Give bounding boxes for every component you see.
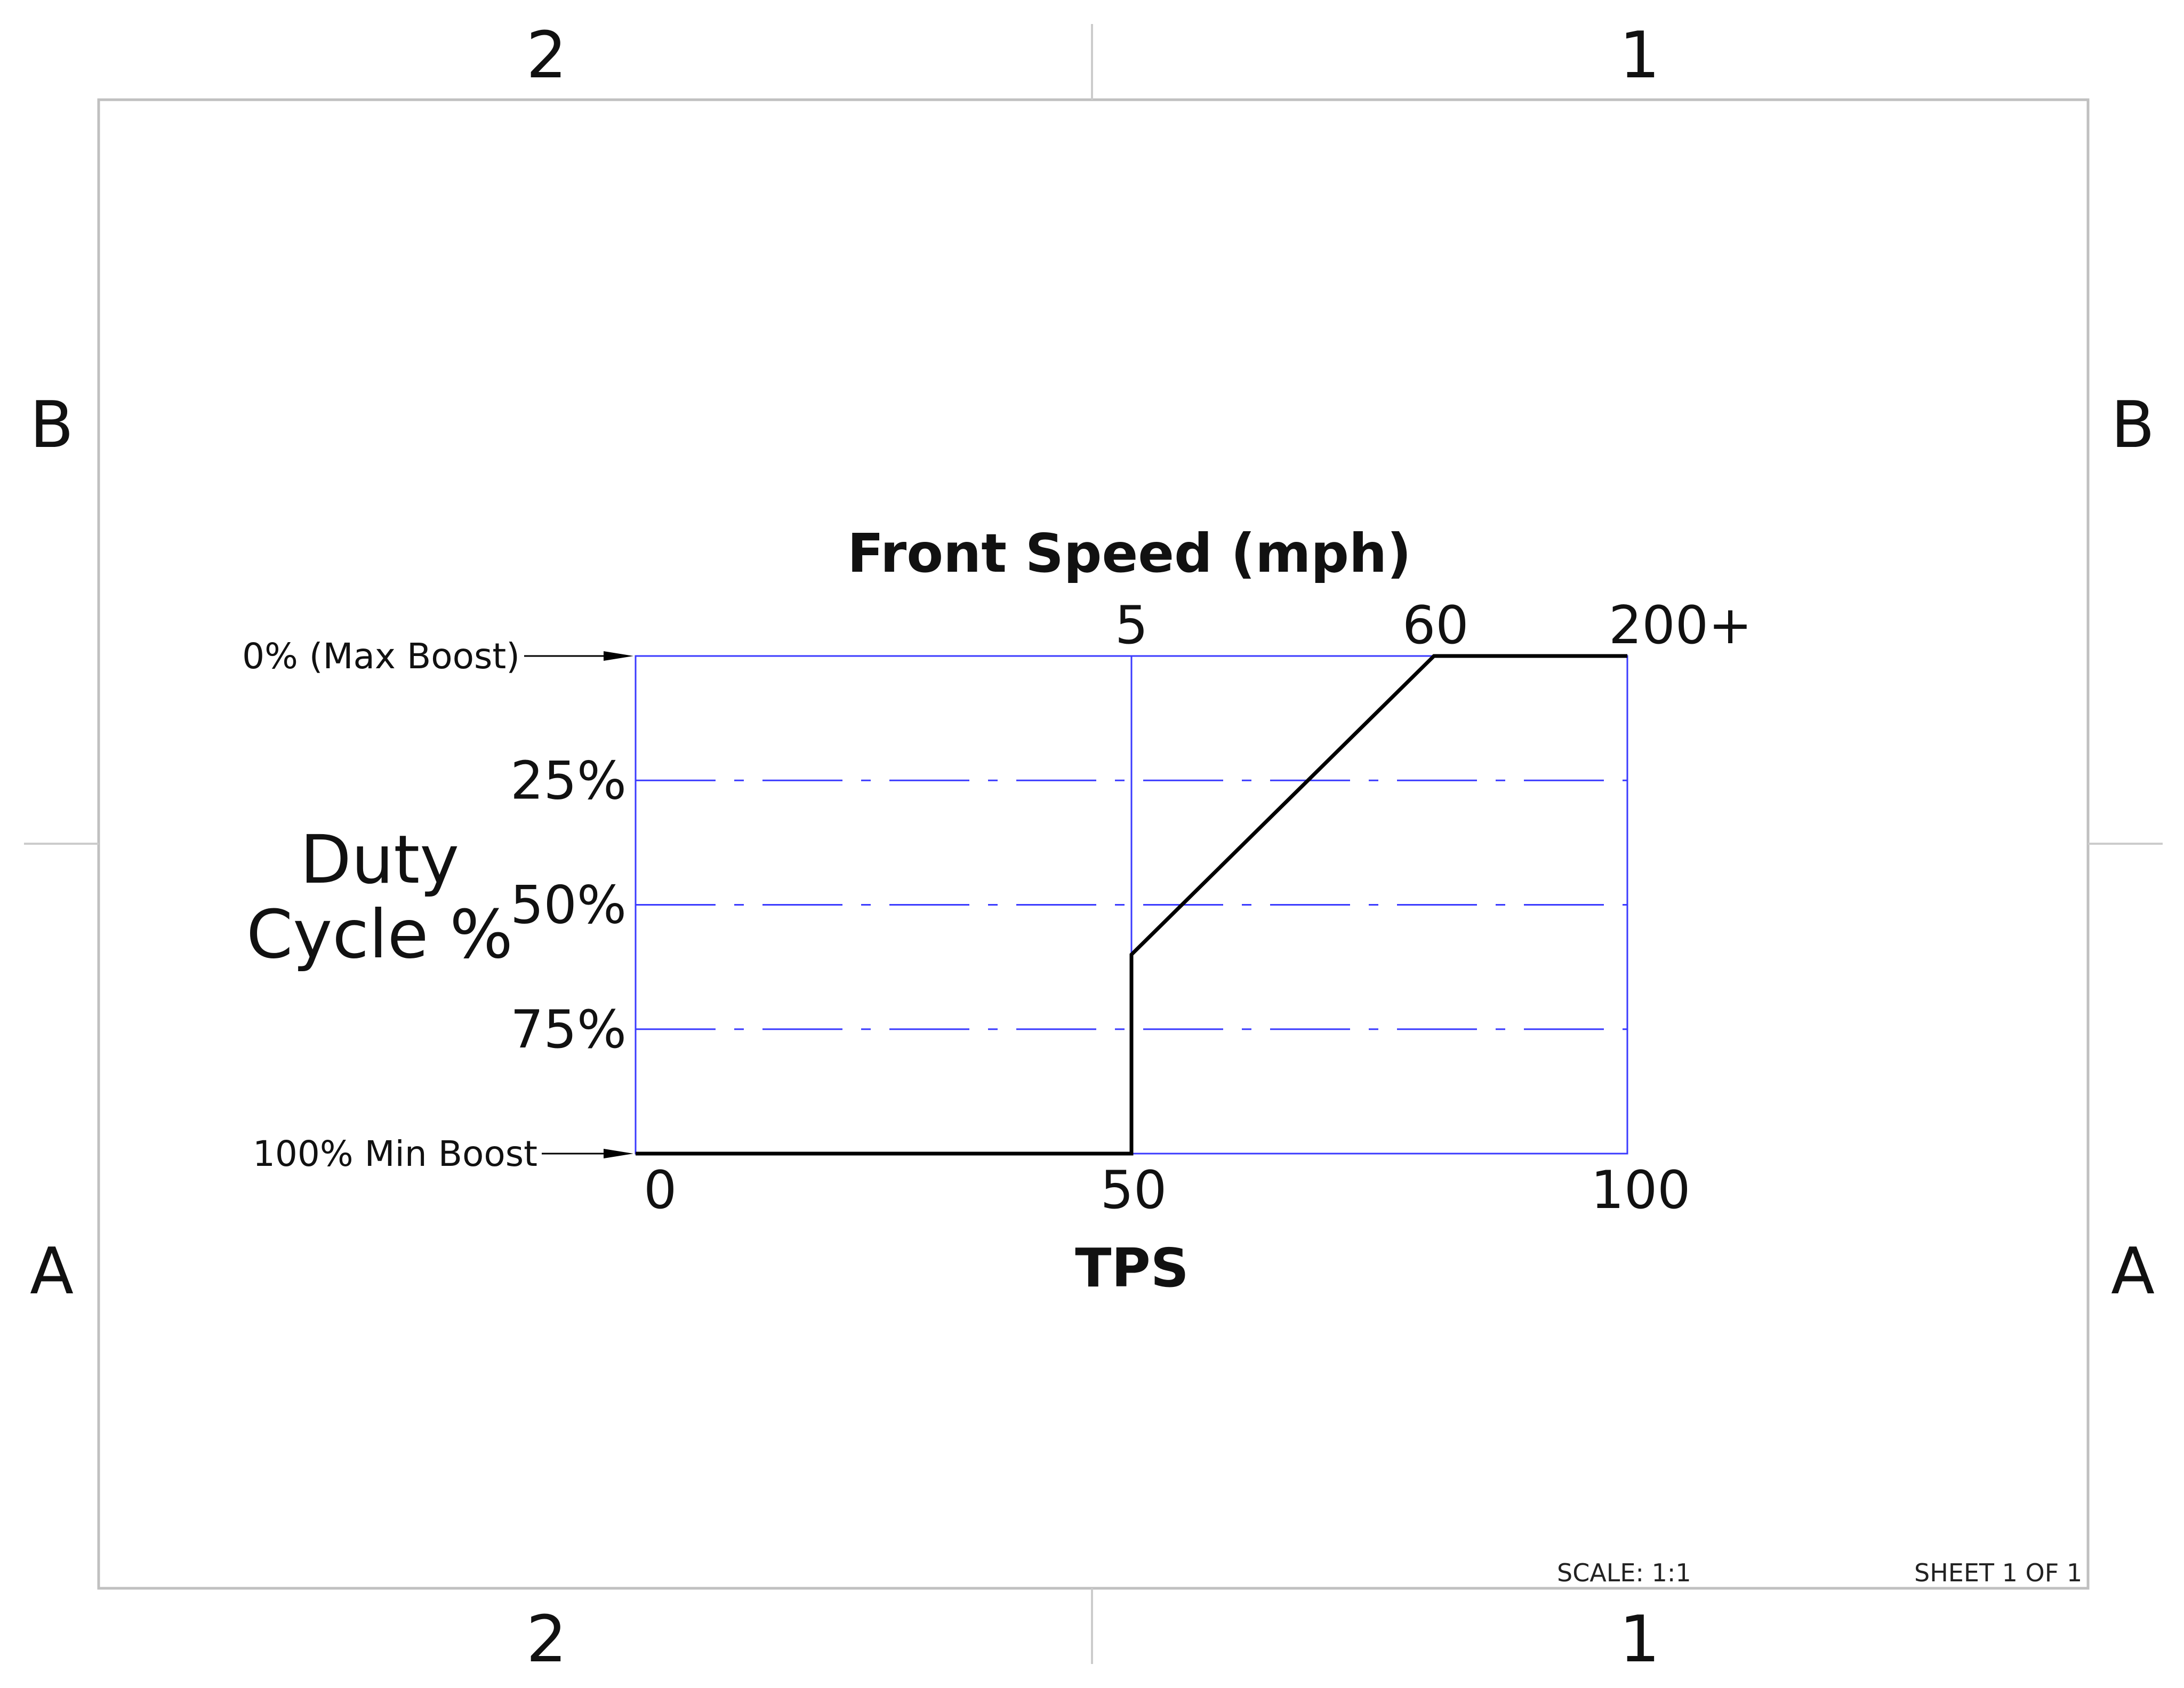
annotation-arrowhead [604, 651, 633, 661]
scale-label: SCALE: 1:1 [1557, 1558, 1691, 1587]
zone-label-left-b: B [30, 388, 74, 462]
annotation-arrowhead [604, 1149, 633, 1158]
top-axis-title: Front Speed (mph) [847, 522, 1411, 585]
top-axis-tick-label: 60 [1402, 595, 1469, 656]
y-tick-label: 25% [510, 750, 627, 811]
boost-annotation-label: 0% (Max Boost) [242, 636, 520, 677]
zone-label-right-a: A [2111, 1235, 2155, 1309]
sheet-number-label: SHEET 1 OF 1 [1914, 1558, 2082, 1587]
zone-label-bottom-2: 2 [526, 1603, 567, 1677]
duty-cycle-curve [636, 654, 1627, 1156]
top-axis-tick-label: 200+ [1609, 595, 1752, 656]
zone-label-top-1: 1 [1619, 19, 1660, 93]
zone-label-left-a: A [30, 1235, 74, 1309]
x-tick-label: 50 [1101, 1160, 1167, 1221]
zone-label-bottom-1: 1 [1619, 1603, 1660, 1677]
x-axis-title: TPS [1075, 1237, 1189, 1299]
top-axis-tick-label: 5 [1115, 595, 1148, 656]
y-axis-title-line-2: Cycle % [246, 896, 513, 973]
x-tick-label: 0 [644, 1160, 677, 1221]
duty-cycle-chart: 25% 50% 75% 0 50 100 5 60 200+ 0% (Max Boost) 100%… [242, 522, 1752, 1299]
boost-annotation-label: 100% Min Boost [253, 1133, 537, 1174]
y-tick-label: 75% [510, 999, 627, 1060]
zone-label-top-2: 2 [526, 19, 567, 93]
y-tick-label: 50% [510, 875, 627, 936]
y-axis-title-line-1: Duty [300, 821, 459, 899]
labels-layer: 25% 50% 75% 0 50 100 5 60 200+ 0% (Max Boost) 100%… [242, 595, 1752, 1221]
zone-label-right-b: B [2111, 388, 2155, 462]
x-tick-label: 100 [1591, 1160, 1690, 1221]
